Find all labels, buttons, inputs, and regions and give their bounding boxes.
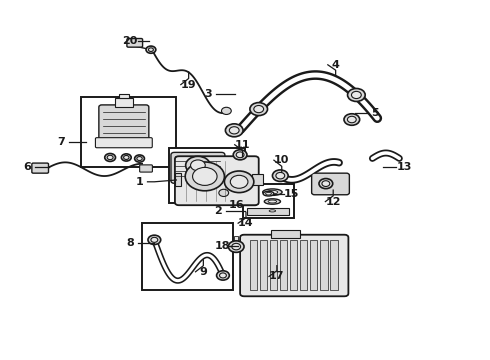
Ellipse shape xyxy=(266,209,279,213)
Text: 19: 19 xyxy=(181,80,196,90)
Bar xyxy=(119,94,129,98)
FancyBboxPatch shape xyxy=(175,156,259,205)
Bar xyxy=(280,240,287,290)
Bar xyxy=(270,240,277,290)
Ellipse shape xyxy=(266,192,271,195)
Bar xyxy=(260,240,267,290)
Circle shape xyxy=(347,116,356,123)
Circle shape xyxy=(233,150,247,160)
Circle shape xyxy=(219,189,229,197)
Text: 12: 12 xyxy=(325,197,341,207)
Circle shape xyxy=(221,107,231,114)
Text: 6: 6 xyxy=(23,162,31,172)
Circle shape xyxy=(122,154,131,161)
Circle shape xyxy=(148,235,161,244)
Circle shape xyxy=(193,167,217,185)
Text: 8: 8 xyxy=(126,238,134,248)
Circle shape xyxy=(107,155,113,159)
Circle shape xyxy=(225,124,243,137)
Circle shape xyxy=(135,155,145,162)
Text: 17: 17 xyxy=(269,271,285,282)
Text: 1: 1 xyxy=(136,177,144,187)
Bar xyxy=(300,240,307,290)
Text: 11: 11 xyxy=(235,140,250,150)
Circle shape xyxy=(250,103,268,116)
Circle shape xyxy=(230,175,248,188)
Text: 13: 13 xyxy=(396,162,412,172)
Bar xyxy=(320,240,327,290)
Circle shape xyxy=(123,156,129,159)
Bar xyxy=(250,240,257,290)
Circle shape xyxy=(232,243,241,250)
FancyBboxPatch shape xyxy=(99,105,149,141)
Bar xyxy=(169,148,245,203)
FancyBboxPatch shape xyxy=(32,163,49,173)
Text: 10: 10 xyxy=(274,155,290,165)
Text: 7: 7 xyxy=(57,137,65,147)
Bar xyxy=(290,240,297,290)
Circle shape xyxy=(220,273,226,278)
Circle shape xyxy=(344,114,360,125)
Ellipse shape xyxy=(268,200,277,203)
FancyBboxPatch shape xyxy=(171,152,225,183)
FancyBboxPatch shape xyxy=(219,176,229,194)
Circle shape xyxy=(228,241,244,252)
Bar xyxy=(234,236,238,241)
FancyBboxPatch shape xyxy=(140,165,152,172)
Text: 15: 15 xyxy=(284,189,299,199)
Bar xyxy=(247,208,289,215)
Bar xyxy=(310,240,318,290)
Bar xyxy=(330,240,338,290)
FancyBboxPatch shape xyxy=(312,173,349,195)
Ellipse shape xyxy=(263,189,282,195)
Bar xyxy=(252,174,263,185)
Ellipse shape xyxy=(264,199,280,204)
Circle shape xyxy=(137,157,142,161)
FancyBboxPatch shape xyxy=(240,235,348,296)
Bar xyxy=(175,173,181,186)
Circle shape xyxy=(146,46,156,53)
Circle shape xyxy=(105,153,116,161)
Bar xyxy=(243,184,294,218)
Bar xyxy=(115,98,133,107)
Text: 20: 20 xyxy=(122,36,138,46)
Circle shape xyxy=(276,172,285,179)
Ellipse shape xyxy=(263,191,274,196)
Text: 18: 18 xyxy=(214,240,230,251)
Bar xyxy=(142,223,233,290)
Ellipse shape xyxy=(267,190,278,194)
FancyBboxPatch shape xyxy=(127,39,143,47)
Text: 9: 9 xyxy=(199,267,207,277)
Text: 14: 14 xyxy=(238,218,254,228)
Circle shape xyxy=(319,179,333,189)
Circle shape xyxy=(151,237,158,242)
Circle shape xyxy=(229,127,239,134)
Ellipse shape xyxy=(269,210,275,212)
Circle shape xyxy=(148,48,153,51)
Circle shape xyxy=(217,271,229,280)
Circle shape xyxy=(191,160,205,171)
Text: 4: 4 xyxy=(332,60,340,70)
Text: 3: 3 xyxy=(204,89,212,99)
Circle shape xyxy=(224,171,254,193)
FancyBboxPatch shape xyxy=(96,138,152,148)
Circle shape xyxy=(254,105,264,113)
Circle shape xyxy=(351,91,361,99)
Circle shape xyxy=(186,156,210,174)
Text: 2: 2 xyxy=(214,206,222,216)
Circle shape xyxy=(272,170,288,181)
Circle shape xyxy=(347,89,365,102)
Text: 5: 5 xyxy=(371,108,379,118)
Bar xyxy=(81,97,176,167)
Circle shape xyxy=(322,181,330,186)
Circle shape xyxy=(185,162,224,191)
Circle shape xyxy=(236,152,244,158)
Bar xyxy=(271,230,300,238)
Text: 16: 16 xyxy=(228,200,244,210)
